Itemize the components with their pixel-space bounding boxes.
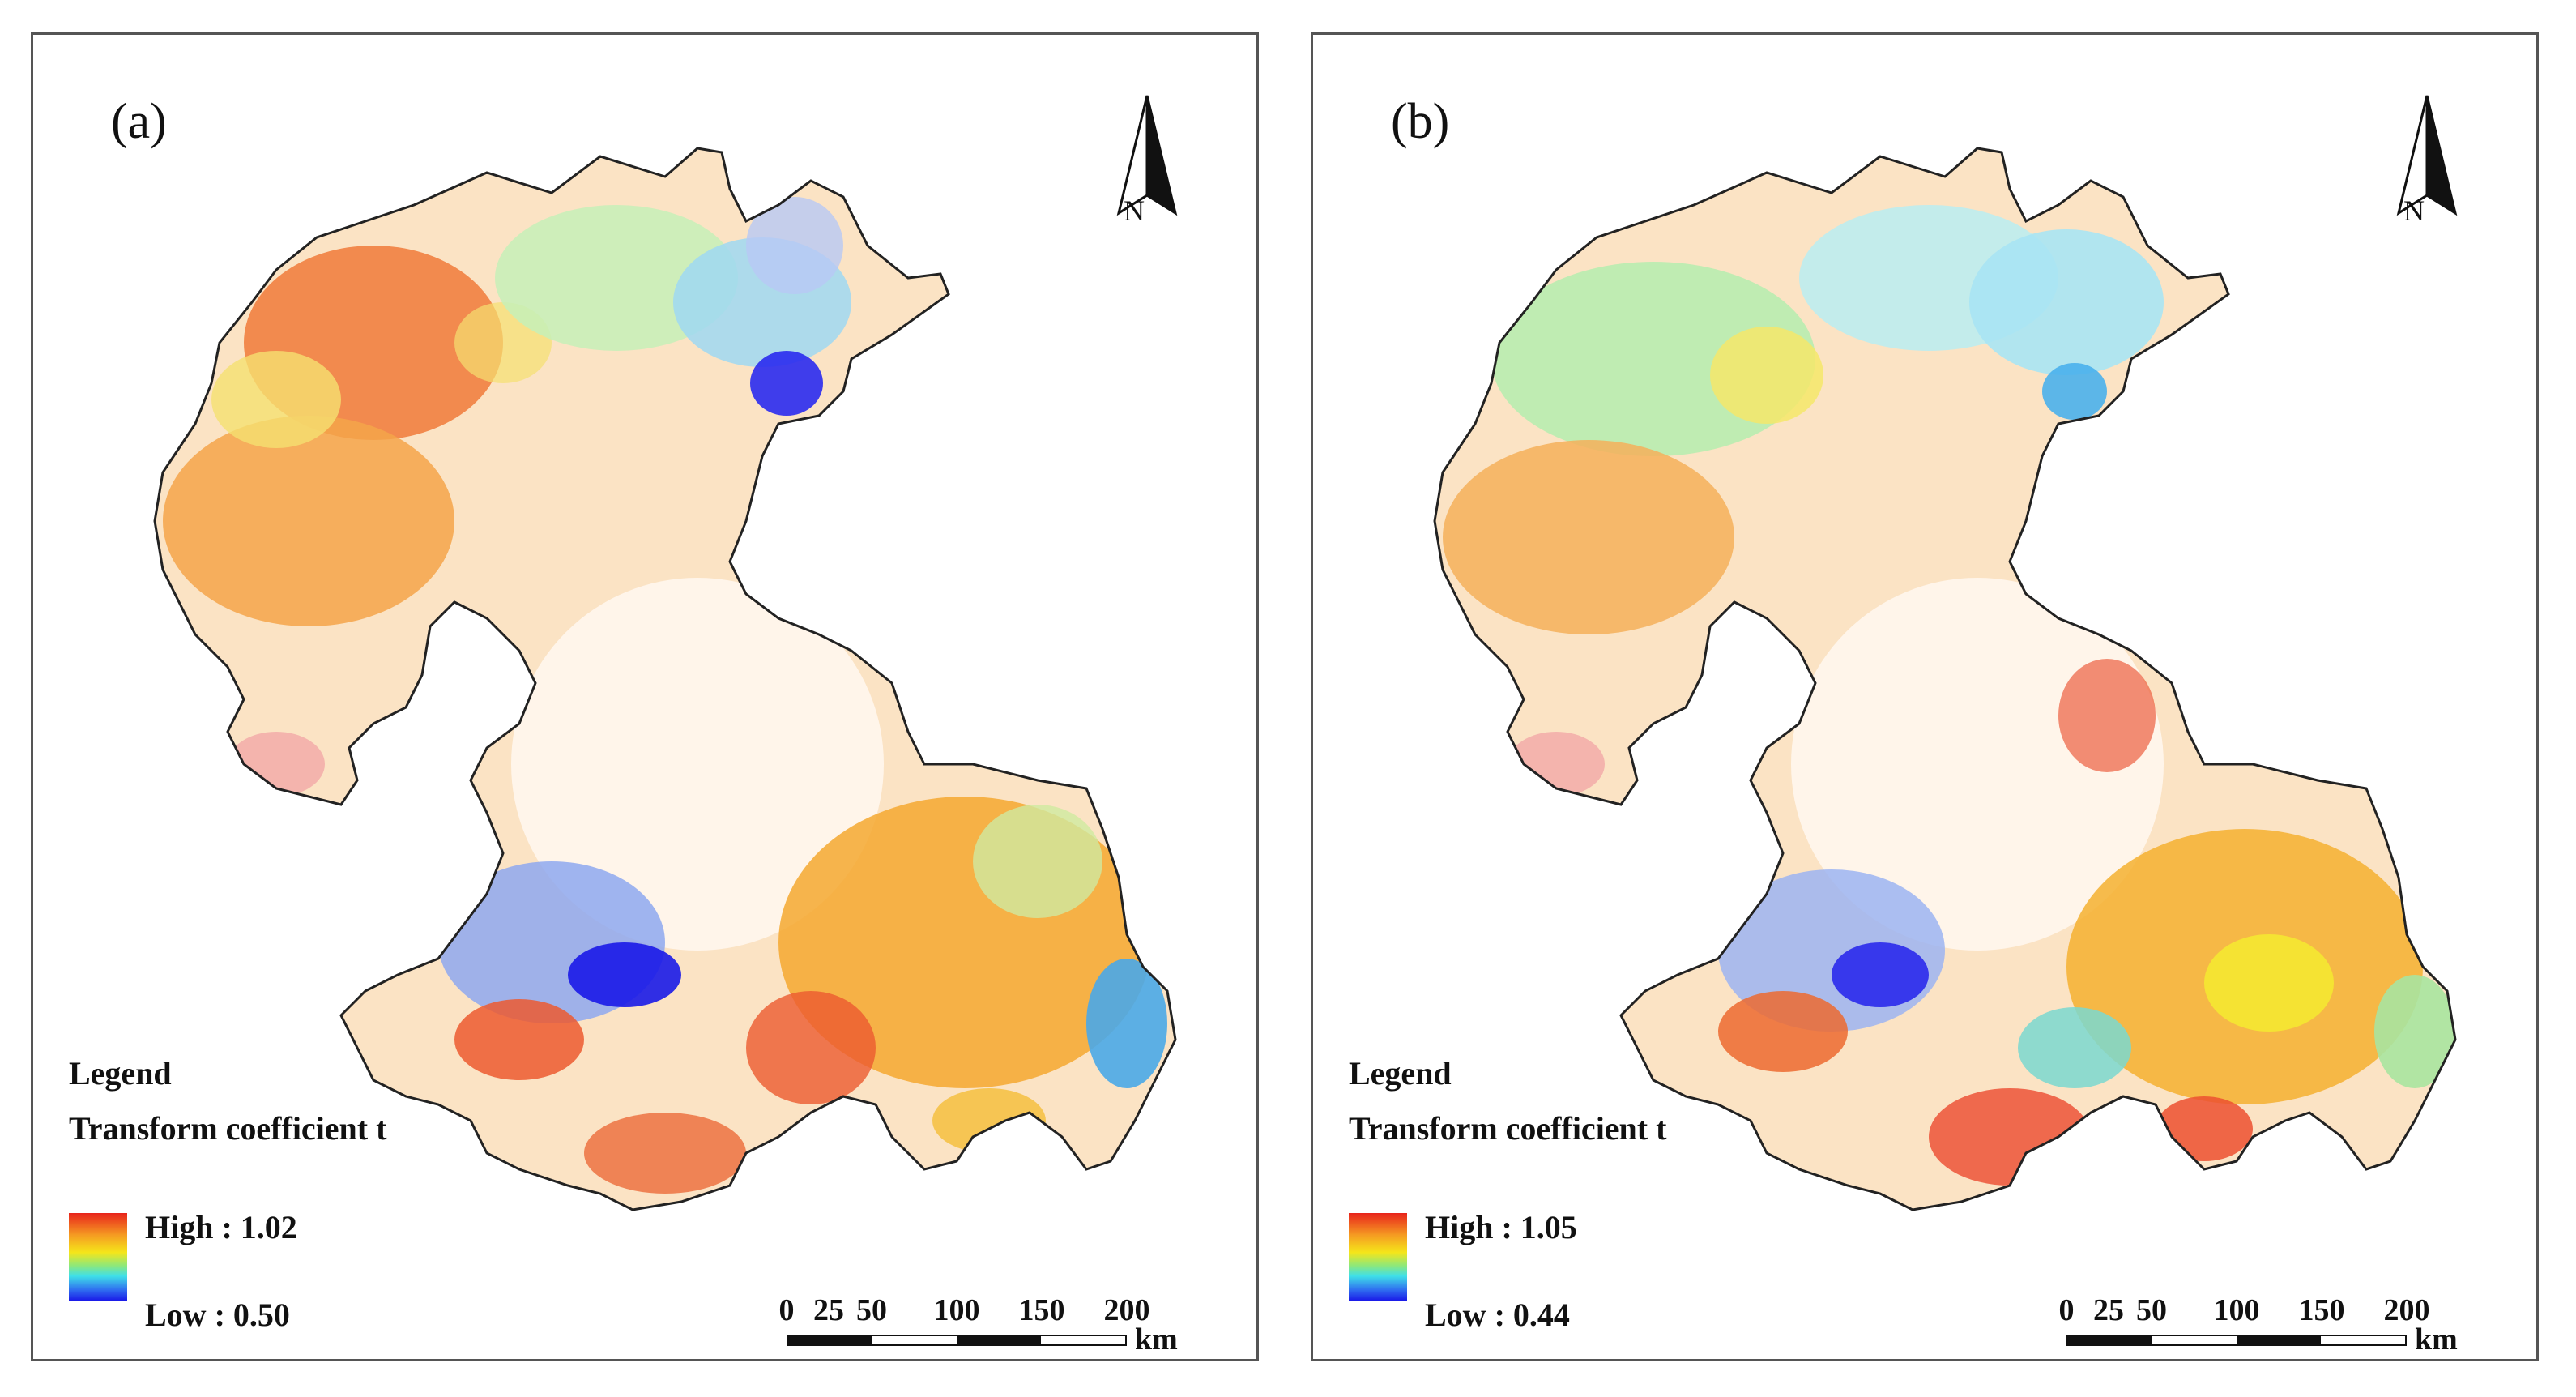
legend-low-value: Low : 0.44 (1425, 1297, 1570, 1333)
north-label: N (2403, 194, 2425, 227)
scale-tick: 50 (2136, 1293, 2167, 1327)
panel-label: (b) (1391, 94, 1450, 149)
scale-bar (787, 1335, 1127, 1346)
scale-tick: 150 (1018, 1293, 1065, 1327)
scale-tick: 200 (2383, 1293, 2430, 1327)
scale-tick: 0 (2058, 1293, 2075, 1327)
legend-high-value: High : 1.02 (145, 1209, 297, 1245)
scale-tick: 25 (2093, 1293, 2124, 1327)
map-raster-a (153, 147, 1177, 1211)
scale-bar (2066, 1335, 2407, 1346)
scale-ticks: 0 25 50 100 150 200 (2059, 1292, 2488, 1328)
scale-tick: 50 (856, 1293, 887, 1327)
scale-ticks: 0 25 50 100 150 200 (779, 1292, 1208, 1328)
scale-unit: km (1135, 1322, 1178, 1356)
map-panel-b: (b) N Legend Transform coefficient t Hig… (1311, 32, 2539, 1361)
legend-high-value: High : 1.05 (1425, 1209, 1577, 1245)
legend-low-value: Low : 0.50 (145, 1297, 290, 1333)
scale-tick: 0 (778, 1293, 795, 1327)
legend-title: Legend (1349, 1055, 1452, 1092)
scale-unit: km (2415, 1322, 2458, 1356)
legend-title: Legend (69, 1055, 172, 1092)
map-panel-a: (a) N Legend Transform coefficient t Hig… (31, 32, 1259, 1361)
scale-tick: 100 (933, 1293, 980, 1327)
color-ramp (69, 1213, 127, 1301)
scale-tick: 150 (2298, 1293, 2345, 1327)
north-arrow-icon (1116, 95, 1178, 216)
north-arrow-icon (2396, 95, 2458, 216)
scale-tick: 100 (2213, 1293, 2260, 1327)
legend-subtitle: Transform coefficient t (69, 1110, 387, 1147)
panel-label: (a) (111, 94, 167, 149)
scale-tick: 25 (813, 1293, 844, 1327)
map-raster-b (1433, 147, 2457, 1211)
color-ramp (1349, 1213, 1407, 1301)
legend-subtitle: Transform coefficient t (1349, 1110, 1667, 1147)
scale-tick: 200 (1103, 1293, 1150, 1327)
north-label: N (1124, 194, 1145, 227)
